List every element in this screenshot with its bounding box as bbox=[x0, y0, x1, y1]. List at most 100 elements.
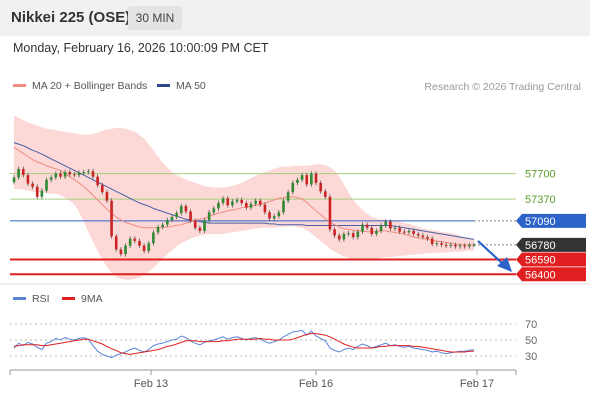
bollinger-band bbox=[14, 115, 474, 280]
legend-rsi-label: RSI bbox=[32, 293, 50, 305]
candle bbox=[347, 233, 350, 235]
candle bbox=[263, 204, 267, 213]
candle bbox=[40, 190, 44, 197]
rsi-tick-label: 70 bbox=[525, 319, 537, 331]
candle bbox=[407, 230, 411, 233]
candle bbox=[49, 177, 53, 180]
candle bbox=[184, 206, 188, 212]
candle bbox=[105, 192, 109, 201]
price-tag-last bbox=[516, 237, 586, 252]
instrument-title: Nikkei 225 (OSE) bbox=[11, 9, 131, 26]
candle bbox=[189, 211, 192, 221]
rsi-swatch bbox=[13, 296, 26, 300]
candle bbox=[282, 200, 285, 213]
candle bbox=[277, 212, 281, 217]
candle bbox=[68, 172, 72, 175]
candle bbox=[416, 233, 420, 236]
candle bbox=[54, 173, 58, 178]
candle bbox=[114, 236, 118, 250]
candle bbox=[370, 227, 374, 234]
price-label-last: 56780 bbox=[525, 240, 556, 252]
ma50-swatch bbox=[157, 83, 170, 87]
rsi-ma-swatch bbox=[62, 296, 75, 300]
legend-ma50: MA 50 bbox=[157, 80, 206, 92]
legend-ma20-label: MA 20 + Bollinger Bands bbox=[32, 80, 148, 92]
candle bbox=[356, 231, 360, 238]
candle bbox=[458, 245, 462, 247]
candle bbox=[421, 235, 425, 238]
rsi-tick-label: 50 bbox=[525, 335, 537, 347]
rsi-ma-line bbox=[13, 333, 474, 355]
candle bbox=[45, 179, 48, 191]
candle bbox=[59, 173, 62, 177]
candle bbox=[268, 212, 271, 219]
candle bbox=[128, 238, 132, 246]
time-tick-label: Feb 13 bbox=[134, 378, 168, 390]
candle bbox=[152, 232, 155, 244]
candle bbox=[426, 237, 429, 239]
legend-ma50-label: MA 50 bbox=[176, 80, 206, 92]
candle bbox=[203, 220, 206, 231]
candle bbox=[110, 200, 113, 237]
candle bbox=[231, 201, 234, 206]
candle bbox=[35, 186, 39, 197]
candle bbox=[166, 220, 169, 225]
legend-rsi: RSI bbox=[13, 293, 50, 305]
candle bbox=[100, 185, 104, 193]
legend-rsi-ma: 9MA bbox=[62, 293, 103, 305]
candle bbox=[82, 172, 85, 174]
candle bbox=[365, 224, 369, 228]
candle bbox=[398, 227, 401, 232]
candle bbox=[133, 238, 137, 241]
price-label-support: 56400 bbox=[525, 269, 556, 281]
candle bbox=[235, 199, 239, 202]
candle bbox=[384, 221, 388, 226]
candle bbox=[21, 168, 25, 176]
candle bbox=[430, 238, 434, 245]
candle bbox=[26, 175, 30, 184]
candle bbox=[472, 244, 476, 246]
candle bbox=[175, 213, 178, 217]
candle bbox=[314, 173, 318, 183]
legend-rsi-ma-label: 9MA bbox=[81, 293, 103, 305]
candle bbox=[463, 245, 467, 247]
candle bbox=[245, 203, 248, 208]
candle bbox=[379, 225, 383, 231]
rsi-tick-label: 30 bbox=[525, 351, 537, 363]
price-label-resistance: 57700 bbox=[525, 169, 556, 181]
candle bbox=[286, 192, 290, 201]
candle bbox=[17, 168, 20, 178]
candle bbox=[91, 171, 95, 177]
candle bbox=[444, 244, 448, 246]
candle bbox=[138, 240, 141, 246]
candle bbox=[73, 174, 76, 176]
candle bbox=[142, 245, 146, 252]
time-tick-label: Feb 17 bbox=[460, 378, 494, 390]
candle bbox=[375, 230, 378, 234]
candle bbox=[156, 227, 160, 233]
candle bbox=[161, 224, 164, 228]
candle bbox=[300, 175, 304, 180]
candle bbox=[193, 220, 197, 228]
candle bbox=[254, 200, 257, 204]
candle bbox=[12, 177, 16, 183]
candle bbox=[31, 183, 34, 187]
ma50-line bbox=[13, 142, 475, 240]
candle bbox=[449, 244, 453, 246]
price-tag-support bbox=[516, 252, 586, 267]
timeframe-button[interactable]: 30 MIN bbox=[128, 6, 182, 30]
candle bbox=[96, 176, 99, 186]
candle bbox=[87, 171, 90, 173]
price-tag-support bbox=[516, 267, 586, 282]
ma20-line bbox=[13, 146, 474, 246]
candle bbox=[212, 208, 216, 213]
candle bbox=[333, 229, 336, 236]
candle bbox=[342, 233, 346, 240]
candle bbox=[249, 203, 253, 208]
candle bbox=[337, 235, 341, 240]
credit-text: Research © 2026 Trading Central bbox=[424, 81, 581, 93]
timestamp: Monday, February 16, 2026 10:00:09 PM CE… bbox=[13, 41, 269, 55]
candle bbox=[124, 245, 127, 255]
candle bbox=[77, 172, 81, 176]
